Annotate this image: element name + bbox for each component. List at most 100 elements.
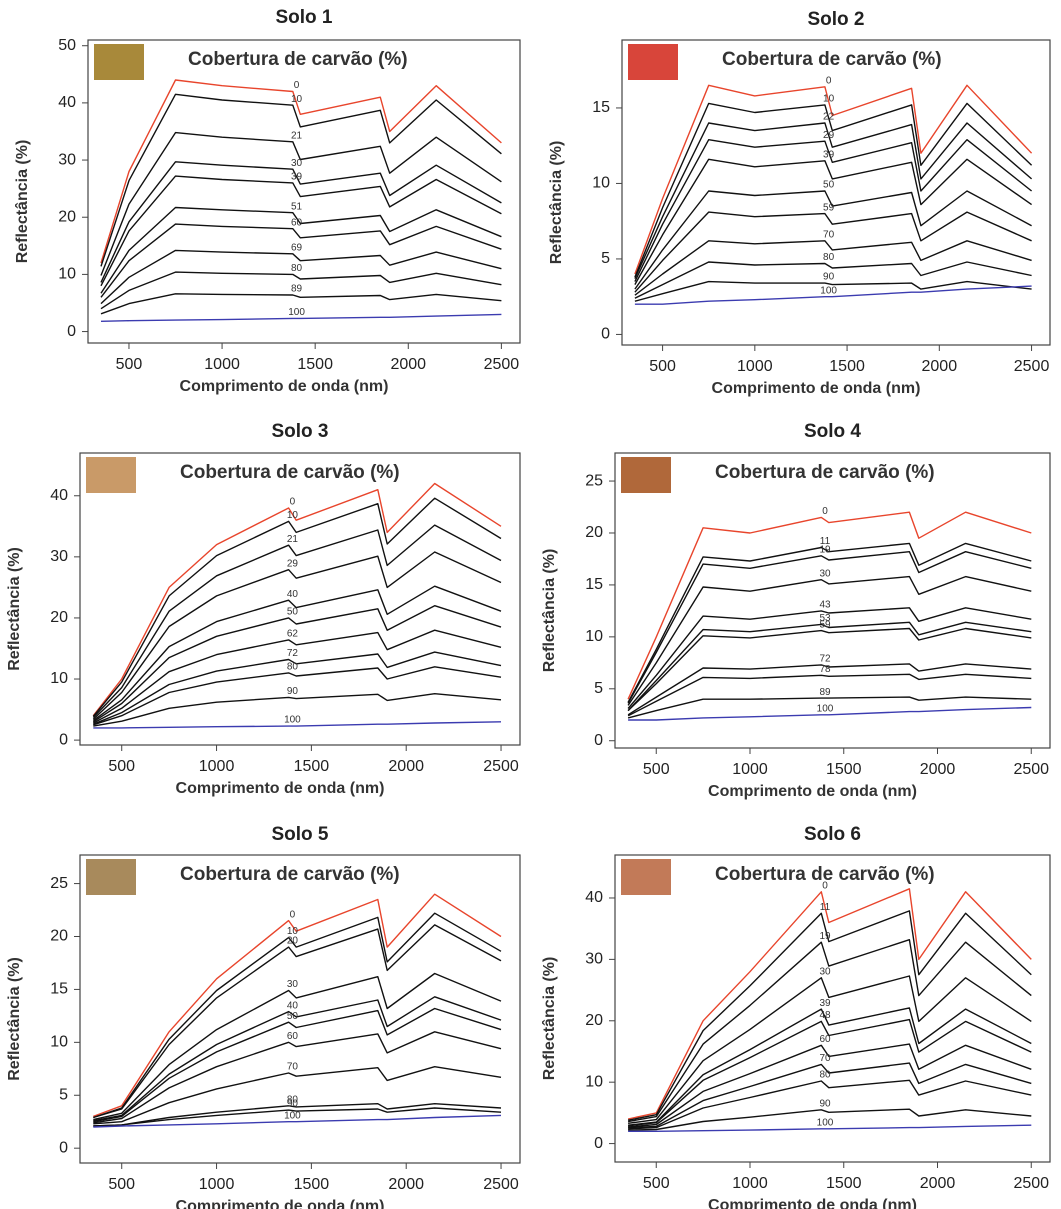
x-tick-label: 2500 bbox=[1013, 761, 1049, 778]
y-tick-label: 30 bbox=[58, 151, 76, 168]
series-label: 29 bbox=[823, 130, 835, 141]
spectrum-line bbox=[628, 706, 1032, 721]
y-tick-label: 15 bbox=[592, 99, 610, 116]
spectrum-line bbox=[628, 1043, 1032, 1128]
series-label: 30 bbox=[287, 979, 299, 990]
spectrum-line bbox=[100, 223, 502, 298]
spectrum-line bbox=[627, 627, 1032, 712]
spectrum-line bbox=[93, 1107, 502, 1127]
x-tick-label: 1500 bbox=[826, 761, 862, 778]
spectrum-line bbox=[627, 511, 1032, 700]
y-tick-label: 10 bbox=[585, 1073, 603, 1090]
x-axis-label: Comprimento de onda (nm) bbox=[708, 1197, 917, 1209]
x-tick-label: 500 bbox=[643, 1175, 670, 1192]
x-tick-label: 2500 bbox=[483, 1176, 519, 1193]
soil-swatch bbox=[628, 44, 678, 80]
series-label: 90 bbox=[287, 686, 299, 697]
panel-title: Solo 5 bbox=[271, 824, 328, 845]
spectrum-line bbox=[93, 693, 502, 727]
plot-frame bbox=[87, 39, 521, 344]
series-label: 48 bbox=[819, 1010, 831, 1021]
x-tick-label: 1500 bbox=[297, 356, 333, 373]
series-label: 89 bbox=[291, 284, 303, 295]
series-label: 10 bbox=[287, 926, 299, 937]
y-tick-label: 30 bbox=[50, 548, 68, 565]
series-label: 100 bbox=[820, 285, 837, 296]
spectrum-line bbox=[93, 666, 502, 726]
spectrum-line bbox=[92, 482, 502, 717]
y-tick-label: 10 bbox=[585, 628, 603, 645]
panel-title: Solo 1 bbox=[275, 7, 332, 28]
spectrum-line bbox=[628, 975, 1032, 1124]
y-tick-label: 20 bbox=[50, 609, 68, 626]
legend-title: Cobertura de carvão (%) bbox=[188, 49, 408, 70]
series-label: 0 bbox=[822, 506, 828, 517]
y-tick-label: 15 bbox=[50, 981, 68, 998]
soil-swatch bbox=[86, 457, 136, 493]
series-label: 11 bbox=[820, 902, 831, 913]
x-tick-label: 500 bbox=[643, 761, 670, 778]
x-tick-label: 500 bbox=[649, 358, 676, 375]
series-label: 72 bbox=[819, 654, 831, 665]
series-label: 0 bbox=[826, 75, 832, 86]
series-label: 50 bbox=[287, 607, 299, 618]
series-label: 78 bbox=[819, 664, 831, 675]
spectrum-line bbox=[93, 893, 502, 1118]
series-label: 10 bbox=[287, 510, 299, 521]
spectrum-line bbox=[627, 939, 1032, 1123]
series-label: 89 bbox=[819, 687, 831, 698]
spectrum-line bbox=[634, 261, 1032, 299]
y-tick-label: 20 bbox=[585, 1012, 603, 1029]
spectrum-line bbox=[628, 1018, 1032, 1127]
y-tick-label: 0 bbox=[67, 323, 76, 340]
x-tick-label: 2000 bbox=[920, 1175, 956, 1192]
y-tick-label: 10 bbox=[50, 670, 68, 687]
spectrum-line bbox=[93, 1103, 502, 1127]
spectrum-line bbox=[627, 607, 1032, 709]
spectrum-line bbox=[627, 888, 1032, 1120]
spectrum-line bbox=[100, 293, 502, 315]
soil-swatch bbox=[86, 859, 136, 895]
x-tick-label: 2500 bbox=[1013, 1175, 1049, 1192]
x-tick-label: 1000 bbox=[204, 356, 240, 373]
spectrum-line bbox=[100, 93, 502, 267]
series-label: 100 bbox=[284, 715, 301, 726]
spectrum-line bbox=[627, 696, 1032, 719]
plot-frame bbox=[614, 452, 1051, 749]
panel-title: Solo 2 bbox=[807, 9, 864, 30]
spectrum-line bbox=[93, 972, 502, 1121]
series-label: 80 bbox=[291, 263, 303, 274]
x-tick-label: 1500 bbox=[829, 358, 865, 375]
series-label: 100 bbox=[817, 1117, 834, 1128]
y-tick-label: 40 bbox=[58, 94, 76, 111]
x-tick-label: 1500 bbox=[294, 1176, 330, 1193]
x-tick-label: 2000 bbox=[388, 1176, 424, 1193]
x-tick-label: 500 bbox=[108, 758, 135, 775]
spectrum-line bbox=[93, 1066, 502, 1125]
soil-swatch bbox=[621, 457, 671, 493]
spectrum-line bbox=[634, 139, 1033, 282]
y-tick-label: 5 bbox=[594, 680, 603, 697]
spectrum-line bbox=[100, 175, 502, 287]
spectrum-line bbox=[634, 102, 1033, 278]
spectrum-line bbox=[93, 924, 502, 1119]
x-axis-label: Comprimento de onda (nm) bbox=[180, 378, 389, 395]
y-axis-label: Reflectância (%) bbox=[6, 547, 23, 671]
y-tick-label: 40 bbox=[585, 889, 603, 906]
spectrum-line bbox=[627, 673, 1032, 717]
spectrum-line bbox=[93, 721, 502, 729]
y-tick-label: 40 bbox=[50, 487, 68, 504]
spectrum-line bbox=[634, 122, 1033, 279]
spectrum-line bbox=[627, 663, 1032, 716]
series-label: 39 bbox=[819, 998, 831, 1009]
series-label: 39 bbox=[823, 149, 835, 160]
y-tick-label: 10 bbox=[58, 266, 76, 283]
spectrum-line bbox=[628, 1079, 1032, 1130]
panel-title: Solo 3 bbox=[271, 421, 328, 442]
x-tick-label: 2000 bbox=[388, 758, 424, 775]
